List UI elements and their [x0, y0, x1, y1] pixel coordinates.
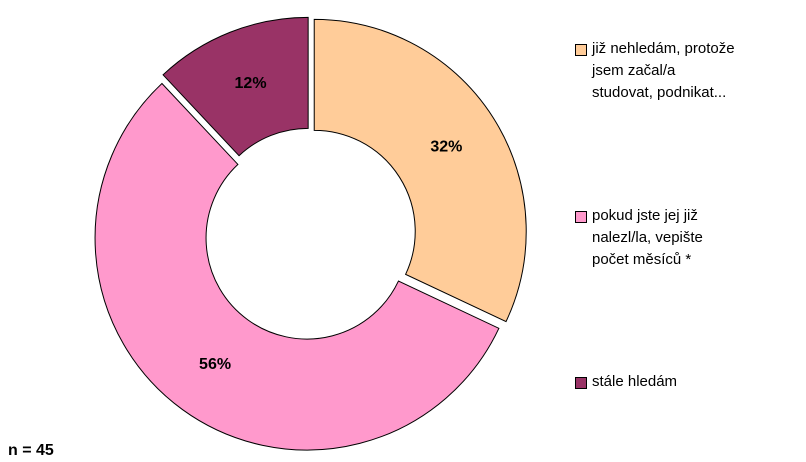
legend-swatch [575, 211, 587, 223]
annotation: n = 45 [8, 442, 54, 459]
legend-label: stále hledám [592, 373, 678, 390]
donut-slice [162, 16, 309, 157]
value-label: 56% [199, 356, 231, 373]
value-label: 12% [235, 75, 267, 92]
donut-slice [313, 18, 527, 323]
legend-swatch [575, 44, 587, 56]
legend-label: pokud jste jej již nalezl/la, vepište po… [592, 207, 703, 268]
donut-slice [94, 82, 500, 451]
legend-swatch [575, 377, 587, 389]
value-label: 32% [430, 139, 462, 156]
legend-label: již nehledám, protože jsem začal/a studo… [592, 40, 735, 101]
